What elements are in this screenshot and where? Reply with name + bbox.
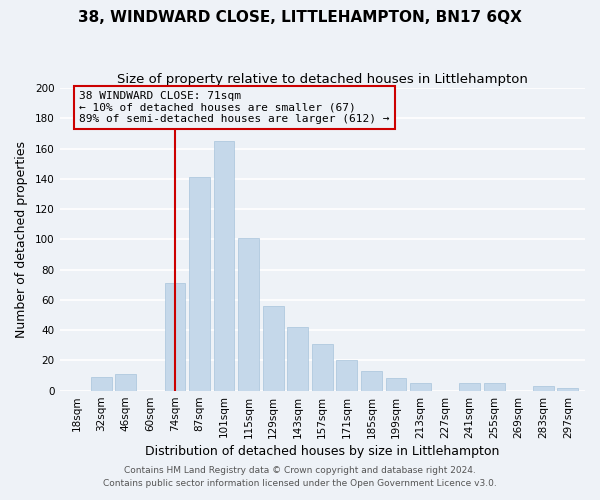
Bar	[238, 238, 259, 390]
Bar	[459, 383, 480, 390]
Bar	[91, 377, 112, 390]
Bar	[115, 374, 136, 390]
Title: Size of property relative to detached houses in Littlehampton: Size of property relative to detached ho…	[117, 72, 528, 86]
Bar	[164, 283, 185, 391]
Text: 38 WINDWARD CLOSE: 71sqm
← 10% of detached houses are smaller (67)
89% of semi-d: 38 WINDWARD CLOSE: 71sqm ← 10% of detach…	[79, 91, 389, 124]
X-axis label: Distribution of detached houses by size in Littlehampton: Distribution of detached houses by size …	[145, 444, 499, 458]
Bar	[189, 178, 210, 390]
Text: 38, WINDWARD CLOSE, LITTLEHAMPTON, BN17 6QX: 38, WINDWARD CLOSE, LITTLEHAMPTON, BN17 …	[78, 10, 522, 25]
Bar	[361, 371, 382, 390]
Bar	[337, 360, 357, 390]
Bar	[312, 344, 333, 390]
Bar	[287, 327, 308, 390]
Bar	[484, 383, 505, 390]
Text: Contains HM Land Registry data © Crown copyright and database right 2024.
Contai: Contains HM Land Registry data © Crown c…	[103, 466, 497, 487]
Bar	[410, 383, 431, 390]
Bar	[557, 388, 578, 390]
Y-axis label: Number of detached properties: Number of detached properties	[15, 141, 28, 338]
Bar	[533, 386, 554, 390]
Bar	[263, 306, 284, 390]
Bar	[386, 378, 406, 390]
Bar	[214, 141, 235, 390]
